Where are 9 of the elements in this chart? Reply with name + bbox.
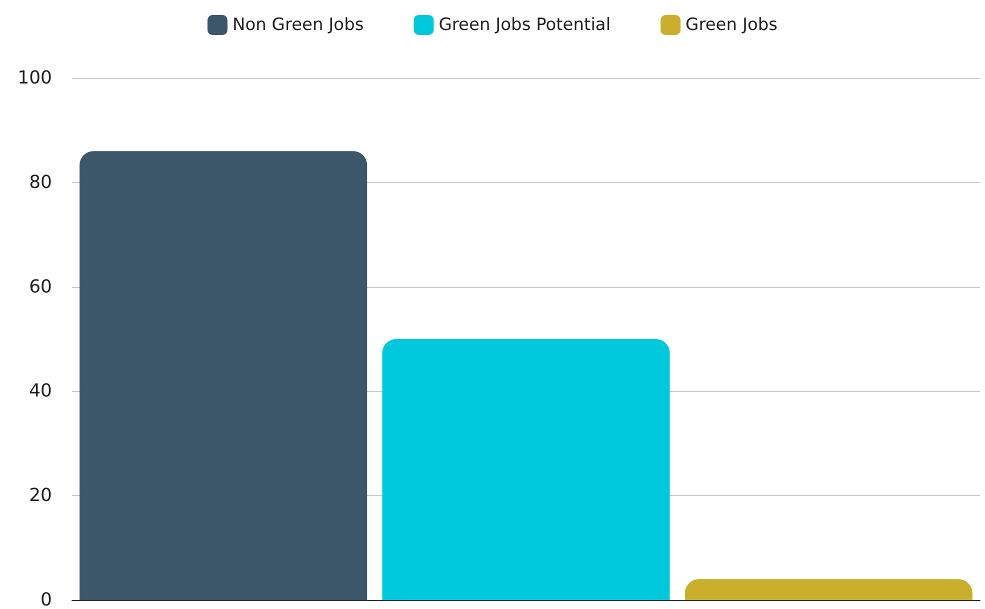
y-tick-label: 100 [18,68,52,88]
y-tick-label: 0 [40,590,52,609]
y-tick-label: 80 [29,172,52,193]
y-tick-label: 20 [29,485,52,506]
y-tick-label: 60 [29,276,52,298]
legend-label: Non Green Jobs [232,15,364,35]
legend-label: Green Jobs Potential [438,15,611,35]
y-tick-label: 40 [29,380,52,402]
legend-label: Green Jobs [686,15,778,35]
